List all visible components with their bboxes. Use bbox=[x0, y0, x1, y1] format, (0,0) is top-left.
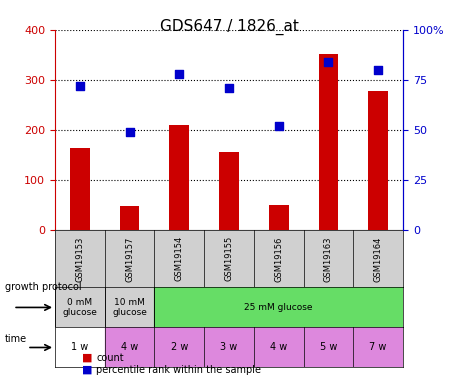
Text: GSM19154: GSM19154 bbox=[175, 236, 184, 282]
Bar bbox=[154, 287, 403, 327]
Text: GSM19155: GSM19155 bbox=[224, 236, 234, 282]
Text: GSM19153: GSM19153 bbox=[75, 236, 84, 282]
Bar bbox=[353, 327, 403, 368]
Text: 4 w: 4 w bbox=[270, 342, 287, 352]
Bar bbox=[368, 91, 388, 230]
Bar bbox=[105, 327, 154, 368]
Text: GSM19157: GSM19157 bbox=[125, 236, 134, 282]
Text: 7 w: 7 w bbox=[370, 342, 387, 352]
Text: 0 mM
glucose: 0 mM glucose bbox=[62, 298, 97, 317]
Point bbox=[375, 67, 382, 73]
Bar bbox=[154, 327, 204, 368]
Text: 25 mM glucose: 25 mM glucose bbox=[245, 303, 313, 312]
Text: percentile rank within the sample: percentile rank within the sample bbox=[96, 365, 261, 375]
Text: GSM19164: GSM19164 bbox=[374, 236, 383, 282]
Point bbox=[126, 129, 133, 135]
Point bbox=[325, 59, 332, 65]
Text: 10 mM
glucose: 10 mM glucose bbox=[112, 298, 147, 317]
Bar bbox=[169, 125, 189, 230]
Bar bbox=[254, 327, 304, 368]
Text: GSM19163: GSM19163 bbox=[324, 236, 333, 282]
Bar bbox=[304, 327, 353, 368]
Text: count: count bbox=[96, 353, 124, 363]
Bar bbox=[105, 287, 154, 327]
Text: 4 w: 4 w bbox=[121, 342, 138, 352]
Point bbox=[225, 85, 233, 91]
Text: 1 w: 1 w bbox=[71, 342, 88, 352]
Point bbox=[275, 123, 283, 129]
Bar bbox=[219, 152, 239, 230]
Text: GSM19156: GSM19156 bbox=[274, 236, 283, 282]
Bar bbox=[204, 327, 254, 368]
Bar bbox=[120, 206, 140, 230]
Text: 2 w: 2 w bbox=[170, 342, 188, 352]
Text: 3 w: 3 w bbox=[220, 342, 238, 352]
Bar bbox=[55, 327, 105, 368]
Bar bbox=[70, 148, 90, 230]
Text: GDS647 / 1826_at: GDS647 / 1826_at bbox=[159, 19, 299, 35]
Text: ■: ■ bbox=[82, 365, 93, 375]
Point bbox=[76, 83, 83, 89]
Bar bbox=[318, 54, 338, 230]
Point bbox=[175, 71, 183, 77]
Text: 5 w: 5 w bbox=[320, 342, 337, 352]
Text: growth protocol: growth protocol bbox=[5, 282, 81, 292]
Bar bbox=[55, 287, 105, 327]
Text: time: time bbox=[5, 334, 27, 344]
Bar bbox=[269, 205, 289, 230]
Text: ■: ■ bbox=[82, 353, 93, 363]
